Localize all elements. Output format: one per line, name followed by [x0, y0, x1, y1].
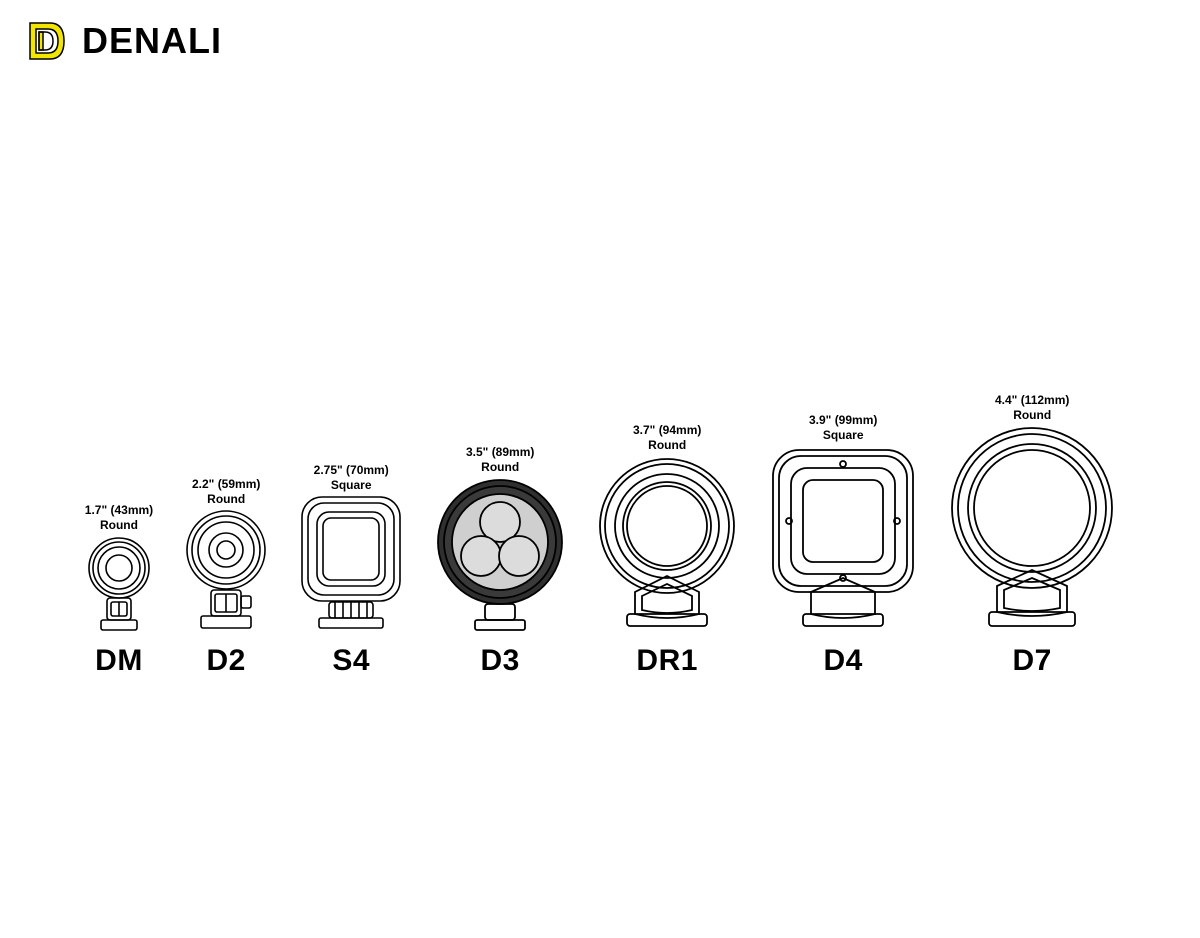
- shape-text: Square: [331, 478, 372, 492]
- product-dr1-icon: [597, 454, 737, 634]
- page: DENALI 1.7" (43mm) Round: [0, 0, 1200, 938]
- product-d2: 2.2" (59mm) Round D2: [185, 477, 267, 678]
- product-name: D7: [1013, 644, 1052, 678]
- product-s4-icon: [299, 494, 403, 634]
- dim-label: 2.2" (59mm) Round: [192, 477, 260, 508]
- brand-mark-icon: [28, 21, 76, 61]
- product-dm-icon: [87, 534, 151, 634]
- dim-label: 1.7" (43mm) Round: [85, 503, 153, 534]
- dim-text: 3.9" (99mm): [809, 413, 877, 427]
- dim-label: 3.7" (94mm) Round: [633, 423, 701, 454]
- product-d4: 3.9" (99mm) Square D4: [769, 413, 917, 678]
- product-d7-icon: [949, 424, 1115, 634]
- shape-text: Square: [823, 428, 864, 442]
- shape-text: Round: [100, 518, 138, 532]
- dim-text: 2.2" (59mm): [192, 477, 260, 491]
- product-d3-icon: [435, 476, 565, 634]
- dim-text: 2.75" (70mm): [314, 463, 389, 477]
- product-row: 1.7" (43mm) Round DM 2.2" (5: [0, 393, 1200, 678]
- brand-name: DENALI: [82, 20, 222, 62]
- dim-label: 2.75" (70mm) Square: [314, 463, 389, 494]
- product-dr1: 3.7" (94mm) Round DR1: [597, 423, 737, 678]
- product-s4: 2.75" (70mm) Square S4: [299, 463, 403, 678]
- shape-text: Round: [481, 460, 519, 474]
- product-d3: 3.5" (89mm) Round D3: [435, 445, 565, 678]
- product-name: D2: [207, 644, 246, 678]
- product-d7: 4.4" (112mm) Round D7: [949, 393, 1115, 678]
- product-name: S4: [332, 644, 370, 678]
- dim-text: 4.4" (112mm): [995, 393, 1069, 407]
- product-d2-icon: [185, 508, 267, 634]
- product-name: D3: [481, 644, 520, 678]
- product-name: DR1: [636, 644, 698, 678]
- product-d4-icon: [769, 444, 917, 634]
- dim-label: 3.9" (99mm) Square: [809, 413, 877, 444]
- shape-text: Round: [648, 438, 686, 452]
- product-dm: 1.7" (43mm) Round DM: [85, 503, 153, 678]
- dim-label: 4.4" (112mm) Round: [995, 393, 1069, 424]
- product-name: D4: [824, 644, 863, 678]
- brand-logo: DENALI: [28, 20, 222, 62]
- product-name: DM: [95, 644, 143, 678]
- dim-text: 1.7" (43mm): [85, 503, 153, 517]
- dim-label: 3.5" (89mm) Round: [466, 445, 534, 476]
- shape-text: Round: [1013, 408, 1051, 422]
- dim-text: 3.7" (94mm): [633, 423, 701, 437]
- shape-text: Round: [207, 492, 245, 506]
- dim-text: 3.5" (89mm): [466, 445, 534, 459]
